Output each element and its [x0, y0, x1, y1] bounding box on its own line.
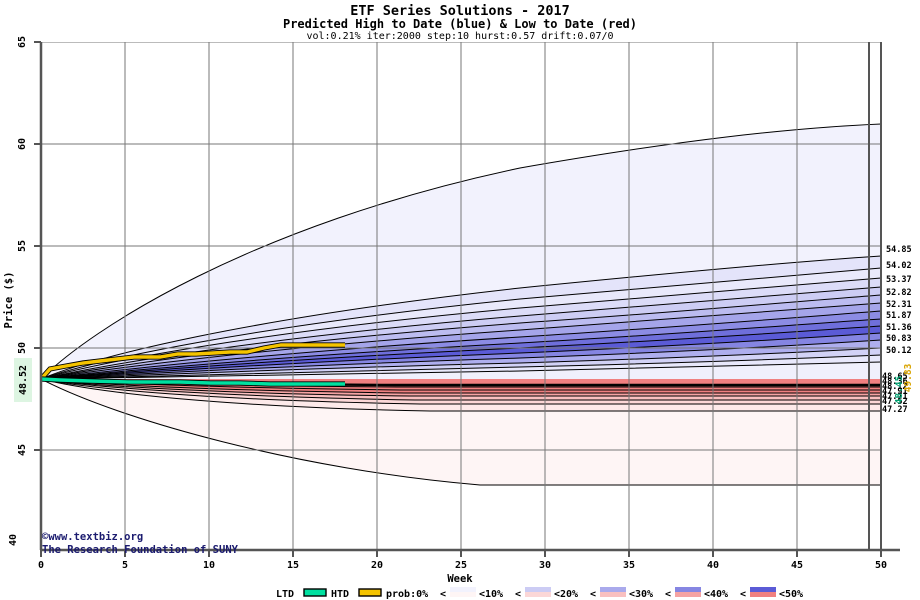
legend-swatch-50-red	[750, 592, 776, 597]
legend-band-lt-4: <	[665, 589, 671, 600]
x-tick-label-15: 15	[287, 560, 299, 571]
legend-swatch-30-blue	[600, 587, 626, 592]
legend-swatch-10-blue	[450, 587, 476, 592]
y-tick-label-45: 45	[17, 444, 28, 456]
blue-band-45-line	[41, 318, 881, 380]
htd-line	[41, 343, 345, 381]
blue-band-25-line	[41, 286, 881, 380]
chart-annotation: vol:0.21% iter:2000 step:10 hurst:0.57 d…	[306, 31, 613, 42]
blue-band-65-line	[41, 347, 881, 380]
red-band-10-line	[41, 378, 881, 412]
legend-band-label-50: <50%	[779, 589, 803, 600]
right-label-red-4: 47.71	[882, 392, 908, 402]
legend-ltd-swatch	[303, 588, 327, 597]
right-label-blue-7: 50.83	[886, 334, 912, 344]
x-tick-label-25: 25	[455, 560, 467, 571]
ltd-end-value-label: 48.45	[894, 375, 905, 404]
legend-swatch-10-red	[450, 592, 476, 597]
x-axis-title: Week	[447, 573, 473, 585]
chart-title: ETF Series Solutions - 2017	[350, 3, 569, 19]
blue-band-35-line	[41, 302, 881, 380]
y-tick-label-55: 55	[17, 240, 28, 252]
x-tick-label-0: 0	[38, 560, 44, 571]
plot-area	[41, 42, 881, 550]
x-tick-label-50: 50	[875, 560, 887, 571]
legend-band-label-20: <20%	[554, 589, 578, 600]
legend-prob-label: prob:0%	[386, 589, 428, 600]
chart-legend: LTD HTD prob:0% < <10% < <20% < <30% < <…	[276, 587, 803, 600]
start-price-highlight	[14, 358, 32, 402]
right-label-red-1: 48.36	[882, 377, 908, 387]
credit-organization: The Research Foundation of SUNY	[42, 544, 239, 556]
legend-band-lt-2: <	[515, 589, 521, 600]
legend-band-lt: <	[440, 589, 446, 600]
legend-swatch-40-blue	[675, 587, 701, 592]
legend-htd-label: HTD	[331, 589, 349, 600]
right-label-red-6: 47.27	[882, 405, 908, 415]
blue-band-30-line	[41, 294, 881, 380]
right-label-blue-6: 51.36	[886, 323, 912, 333]
y-tick-label-40: 40	[8, 534, 19, 546]
x-tick-label-40: 40	[707, 560, 719, 571]
red-band-outer-line	[41, 378, 881, 486]
legend-htd-swatch	[358, 588, 382, 597]
right-label-red-2: 48.12	[882, 382, 908, 392]
blue-band-40-line	[41, 310, 881, 380]
red-band-20-line	[41, 378, 881, 405]
x-tick-label-10: 10	[203, 560, 215, 571]
legend-band-label-40: <40%	[704, 589, 728, 600]
right-label-red-5: 47.52	[882, 397, 908, 407]
y-tick-label-50: 50	[17, 342, 28, 354]
y-tick-label-65: 65	[17, 36, 28, 48]
legend-swatch-50-blue	[750, 587, 776, 592]
right-label-blue-5: 51.87	[886, 311, 912, 321]
legend-band-label-10: <10%	[479, 589, 503, 600]
ltd-line	[41, 377, 345, 386]
blue-band-10-line	[41, 255, 881, 380]
right-label-blue-4: 52.31	[886, 300, 912, 310]
blue-band-60-line	[41, 339, 881, 380]
legend-band-lt-3: <	[590, 589, 596, 600]
right-label-blue-2: 53.37	[886, 275, 912, 285]
legend-swatch-20-blue	[525, 587, 551, 592]
right-label-blue-8: 50.12	[886, 346, 912, 356]
right-label-blue-0: 54.85	[886, 245, 912, 255]
legend-swatch-40-red	[675, 592, 701, 597]
y-tick-marks	[34, 41, 41, 451]
x-tick-marks	[40, 550, 882, 557]
start-price-label: 48.52	[18, 365, 29, 395]
chart-subtitle: Predicted High to Date (blue) & Low to D…	[283, 17, 637, 31]
right-label-red-0: 48.65	[882, 372, 908, 382]
blue-band-75-fill	[41, 362, 881, 379]
x-tick-label-30: 30	[539, 560, 551, 571]
legend-band-label-30: <30%	[629, 589, 653, 600]
legend-ltd-label: LTD	[276, 589, 294, 600]
credit-website[interactable]: ©www.textbiz.org	[42, 531, 143, 543]
blue-band-55-line	[41, 332, 881, 380]
right-label-blue-3: 52.82	[886, 288, 912, 298]
blue-band-outer-line	[41, 123, 881, 380]
x-tick-label-5: 5	[122, 560, 128, 571]
blue-band-70-line	[41, 354, 881, 380]
red-band-30-line	[41, 378, 881, 401]
legend-band-lt-5: <	[740, 589, 746, 600]
legend-swatch-30-red	[600, 592, 626, 597]
right-label-blue-1: 54.02	[886, 261, 912, 271]
x-tick-label-35: 35	[623, 560, 635, 571]
x-tick-label-45: 45	[791, 560, 803, 571]
right-label-red-3: 47.91	[882, 387, 908, 397]
y-axis-title: Price ($)	[3, 272, 15, 329]
y-tick-label-60: 60	[17, 138, 28, 150]
x-tick-label-20: 20	[371, 560, 383, 571]
htd-end-value-label: 49.83	[903, 363, 914, 392]
legend-swatch-20-red	[525, 592, 551, 597]
